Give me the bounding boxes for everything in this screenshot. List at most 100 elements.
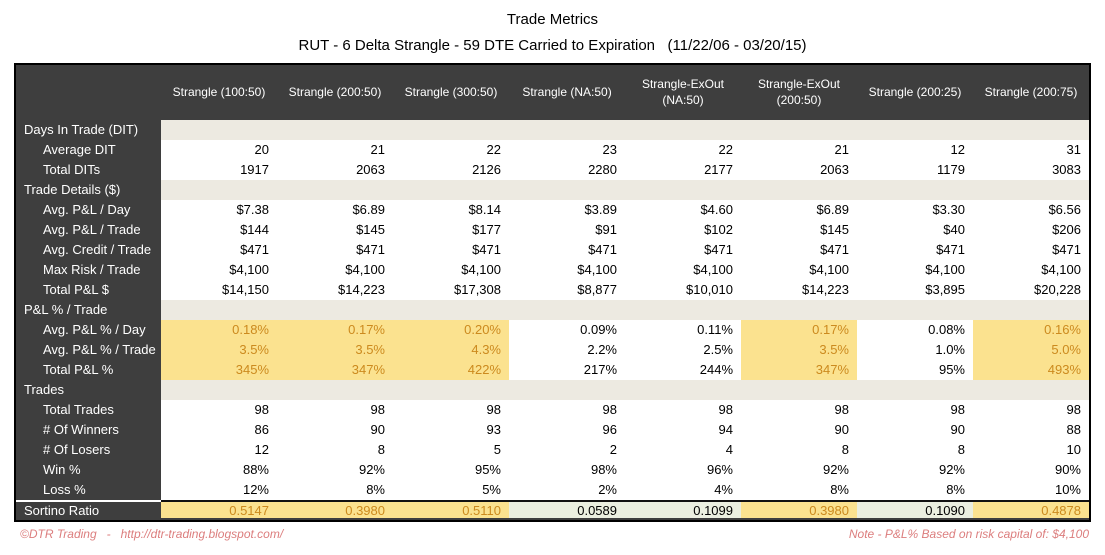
- value-cell: $144: [161, 220, 277, 240]
- row-label: Max Risk / Trade: [16, 260, 161, 280]
- value-cell: 8: [277, 440, 393, 460]
- section-band: [161, 120, 1089, 140]
- column-header: Strangle-ExOut (NA:50): [641, 76, 725, 107]
- value-cell: $91: [509, 220, 625, 240]
- value-cell: 90%: [973, 460, 1089, 480]
- column-header: Strangle (200:25): [868, 84, 962, 99]
- value-cell: 88: [973, 420, 1089, 440]
- column-header: Strangle (200:50): [288, 84, 382, 99]
- table-body: Days In Trade (DIT) Average DIT 20 21 22 23 22…: [16, 120, 1089, 520]
- section-row: Trade Details ($): [16, 180, 1089, 200]
- header-spacer: [16, 65, 161, 120]
- row-label: # Of Losers: [16, 440, 161, 460]
- value-cell: $471: [509, 240, 625, 260]
- column-header: Strangle (300:50): [404, 84, 498, 99]
- value-cell: 21: [277, 140, 393, 160]
- value-cell: 3.5%: [161, 340, 277, 360]
- row-label: Avg. P&L % / Day: [16, 320, 161, 340]
- row-label: Days In Trade (DIT): [16, 120, 161, 140]
- value-cell: 1.0%: [857, 340, 973, 360]
- value-cell: 20: [161, 140, 277, 160]
- value-cell: 98: [973, 400, 1089, 420]
- value-cell: 0.16%: [973, 320, 1089, 340]
- value-cell: 1179: [857, 160, 973, 180]
- value-cell: 98: [509, 400, 625, 420]
- value-cell: 12%: [161, 480, 277, 500]
- value-cell: 22: [393, 140, 509, 160]
- value-cell: $471: [277, 240, 393, 260]
- value-cell: $4,100: [393, 260, 509, 280]
- row-label: Loss %: [16, 480, 161, 500]
- value-cell: 98: [277, 400, 393, 420]
- value-cell: $3,895: [857, 280, 973, 300]
- value-cell: 21: [741, 140, 857, 160]
- value-cell: 3.5%: [741, 340, 857, 360]
- value-cell: 422%: [393, 360, 509, 380]
- column-header: Strangle (NA:50): [522, 84, 612, 99]
- value-cell: 98: [857, 400, 973, 420]
- value-cell: 92%: [277, 460, 393, 480]
- value-cell: 12: [161, 440, 277, 460]
- value-cell: 2%: [509, 480, 625, 500]
- value-cell: 98: [741, 400, 857, 420]
- value-cell: $4,100: [973, 260, 1089, 280]
- row-label: Avg. P&L / Trade: [16, 220, 161, 240]
- table-row: Avg. P&L % / Trade 3.5% 3.5% 4.3% 2.2% 2.5% 3.…: [16, 340, 1089, 360]
- value-cell: $471: [973, 240, 1089, 260]
- value-cell: 5%: [393, 480, 509, 500]
- value-cell: $7.38: [161, 200, 277, 220]
- value-cell: $471: [857, 240, 973, 260]
- value-cell: $4,100: [161, 260, 277, 280]
- section-row: P&L % / Trade: [16, 300, 1089, 320]
- value-cell: $14,223: [741, 280, 857, 300]
- table-row: Avg. Credit / Trade $471 $471 $471 $471 $471 $…: [16, 240, 1089, 260]
- row-label: Avg. P&L % / Trade: [16, 340, 161, 360]
- value-cell: 0.08%: [857, 320, 973, 340]
- value-cell: $17,308: [393, 280, 509, 300]
- section-band: [161, 300, 1089, 320]
- value-cell: 98: [625, 400, 741, 420]
- value-cell: $471: [625, 240, 741, 260]
- row-label: Total Trades: [16, 400, 161, 420]
- value-cell: 3.5%: [277, 340, 393, 360]
- value-cell: 2063: [741, 160, 857, 180]
- section-row: Days In Trade (DIT): [16, 120, 1089, 140]
- row-label: Total P&L $: [16, 280, 161, 300]
- value-cell: 244%: [625, 360, 741, 380]
- value-cell: 92%: [741, 460, 857, 480]
- table-row: Avg. P&L % / Day 0.18% 0.17% 0.20% 0.09% 0.11…: [16, 320, 1089, 340]
- value-cell: $206: [973, 220, 1089, 240]
- value-cell: 10%: [973, 480, 1089, 500]
- column-header: Strangle (100:50): [172, 84, 266, 99]
- value-cell: 90: [277, 420, 393, 440]
- table-row: # Of Losers 12 8 5 2 4 8 8 10: [16, 440, 1089, 460]
- value-cell: 2: [509, 440, 625, 460]
- value-cell: 10: [973, 440, 1089, 460]
- value-cell: $471: [393, 240, 509, 260]
- column-header: Strangle-ExOut (200:50): [757, 76, 841, 107]
- value-cell: $6.89: [741, 200, 857, 220]
- value-cell: 98: [393, 400, 509, 420]
- value-cell: $4,100: [277, 260, 393, 280]
- value-cell: $10,010: [625, 280, 741, 300]
- header-row: Strangle (100:50) Strangle (200:50) Strang…: [16, 65, 1089, 120]
- value-cell: 1917: [161, 160, 277, 180]
- row-label: Avg. P&L / Day: [16, 200, 161, 220]
- table-row: Avg. P&L / Day $7.38 $6.89 $8.14 $3.89 $4.60 $…: [16, 200, 1089, 220]
- row-label: Avg. Credit / Trade: [16, 240, 161, 260]
- value-cell: $4,100: [509, 260, 625, 280]
- value-cell: $6.89: [277, 200, 393, 220]
- value-cell: $102: [625, 220, 741, 240]
- value-cell: 0.17%: [277, 320, 393, 340]
- value-cell: 0.4878: [973, 500, 1089, 518]
- section-band: [161, 380, 1089, 400]
- value-cell: $4,100: [625, 260, 741, 280]
- value-cell: 0.17%: [741, 320, 857, 340]
- value-cell: $4,100: [857, 260, 973, 280]
- value-cell: 23: [509, 140, 625, 160]
- row-label: P&L % / Trade: [16, 300, 161, 320]
- table-row: Max Risk / Trade $4,100 $4,100 $4,100 $4,100…: [16, 260, 1089, 280]
- table-row: Win % 88% 92% 95% 98% 96% 92% 92% 90%: [16, 460, 1089, 480]
- value-cell: 8%: [277, 480, 393, 500]
- value-cell: 8%: [741, 480, 857, 500]
